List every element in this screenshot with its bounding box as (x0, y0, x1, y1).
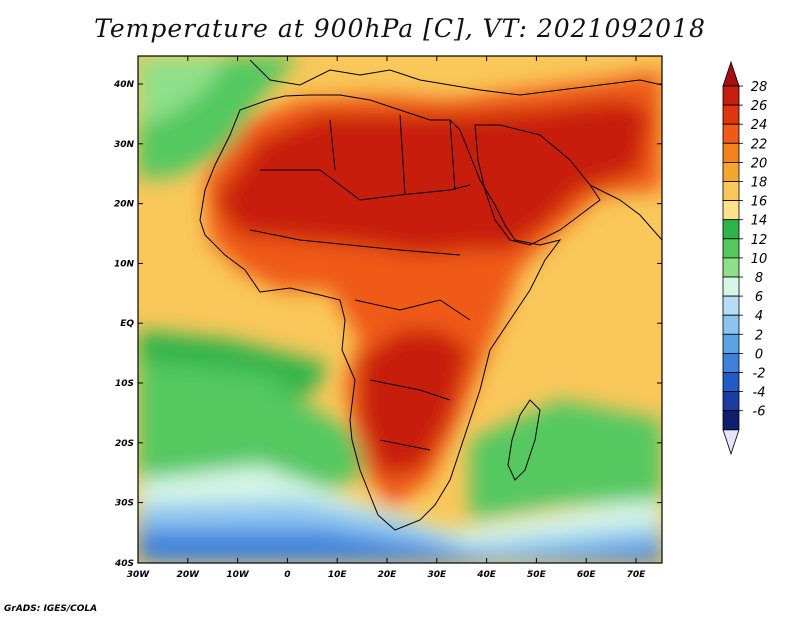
colorbar-label: 10 (751, 252, 768, 267)
lon-tick-label: 70E (627, 570, 647, 580)
colorbar-segment (722, 181, 740, 202)
colorbar-segment (722, 85, 740, 106)
lat-tick-label: 30S (115, 499, 134, 509)
colorbar-segment (722, 257, 740, 278)
colorbar-segment (722, 276, 740, 297)
lat-tick-label: 40N (113, 80, 135, 90)
colorbar-segment (722, 333, 740, 354)
lon-tick-label: 40E (476, 570, 497, 580)
colorbar-segment (722, 142, 740, 163)
colorbar-segment (722, 352, 740, 373)
colorbar-segment (722, 410, 740, 431)
colorbar-label: 14 (751, 214, 768, 229)
colorbar-label: 24 (751, 118, 768, 133)
credit-label: GrADS: IGES/COLA (4, 604, 98, 614)
colorbar-label: 20 (751, 156, 768, 171)
colorbar-label: 8 (755, 271, 763, 286)
colorbar-label: -6 (753, 405, 766, 420)
lat-tick-label: 30N (114, 140, 135, 150)
colorbar-label: 18 (751, 176, 768, 191)
colorbar-label: 26 (751, 99, 768, 114)
lon-tick-label: 30E (427, 570, 447, 580)
colorbar-label: 0 (755, 347, 763, 362)
colorbar-label: 4 (755, 309, 763, 324)
colorbar-label: 6 (755, 290, 763, 305)
lon-tick-label: 10W (226, 570, 250, 580)
lon-tick-label: 20W (177, 570, 201, 580)
lat-tick-label: 40S (114, 559, 134, 569)
chart-title: Temperature at 900hPa [C], VT: 202109201… (94, 14, 706, 43)
colorbar-label: 28 (751, 80, 768, 95)
colorbar-label: -2 (753, 367, 766, 382)
lat-tick-label: 10S (115, 379, 134, 389)
colorbar-label: 16 (751, 195, 768, 210)
lon-tick-label: 20E (378, 570, 398, 580)
colorbar-segment (722, 123, 740, 144)
latitude-axis: 40N 30N 20N 10N EQ 10S 20S 30S 40S (113, 80, 662, 569)
lon-tick-label: 50E (527, 570, 547, 580)
lon-tick-label: 60E (577, 570, 597, 580)
lat-tick-label: 20N (114, 200, 135, 210)
colorbar-segment (722, 200, 740, 221)
lat-tick-label: 10N (114, 259, 135, 269)
colorbar-segment (722, 104, 740, 125)
colorbar-segment (722, 219, 740, 240)
map-frame (137, 55, 663, 564)
colorbar-segment (722, 372, 740, 393)
colorbar-segment (722, 161, 740, 182)
lat-tick-label: EQ (120, 319, 134, 329)
lon-tick-label: 0 (284, 570, 290, 580)
coastlines (199, 59, 662, 531)
colorbar-label: -4 (753, 386, 766, 401)
colorbar-bottom-arrow (722, 429, 740, 456)
colorbar-label: 2 (755, 328, 763, 343)
lon-tick-label: 10E (328, 570, 348, 580)
colorbar-segment (722, 238, 740, 259)
colorbar-segment (722, 295, 740, 316)
longitude-axis: 30W 20W 10W 0 10E 20E 30E 40E 50E 60E 70E (127, 56, 646, 580)
colorbar-segment (722, 314, 740, 335)
colorbar-segment (722, 391, 740, 412)
lat-tick-label: 20S (115, 439, 134, 449)
lon-tick-label: 30W (127, 570, 151, 580)
colorbar-label: 22 (751, 137, 768, 152)
colorbar-top-arrow (722, 60, 740, 87)
colorbar-label: 12 (751, 233, 768, 248)
